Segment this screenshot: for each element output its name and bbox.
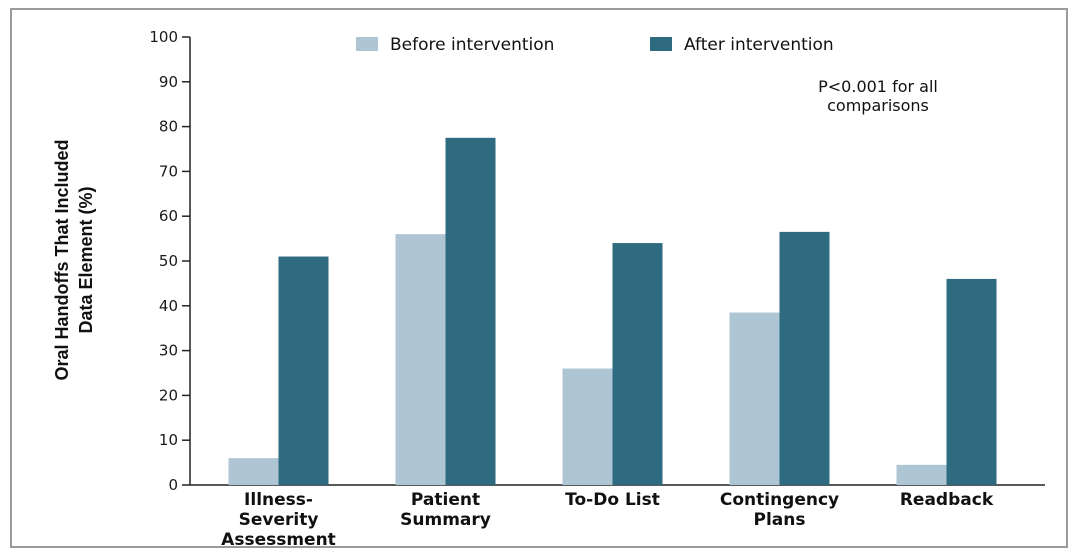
bars (228, 137, 997, 486)
y-axis-label-line-1: Oral Handoffs That Included (52, 139, 72, 380)
bar-before-1 (395, 234, 446, 485)
bar-before-4 (896, 464, 947, 485)
x-category-label: Patient (411, 490, 480, 510)
x-category-label: To-Do List (565, 490, 660, 510)
x-category-label: Plans (754, 510, 806, 530)
y-tick-label: 50 (159, 252, 178, 270)
x-category-label: Summary (400, 510, 491, 530)
y-ticks: 0 10 20 30 40 50 60 70 80 90 100 (149, 28, 190, 494)
x-category-label: Illness- (244, 490, 313, 510)
bar-before-3 (729, 312, 780, 485)
x-category-label: Contingency (720, 490, 839, 510)
y-tick-label: 100 (149, 28, 178, 46)
y-tick-label: 20 (159, 386, 178, 404)
legend-swatch-after (650, 37, 672, 51)
x-category-label: Assessment (221, 530, 336, 550)
bar-after-3 (779, 231, 830, 485)
legend-swatch-before (356, 37, 378, 51)
x-category-label: Severity (239, 510, 319, 530)
bar-after-1 (445, 137, 496, 486)
bar-before-2 (562, 368, 613, 485)
bar-before-0 (228, 458, 279, 485)
y-axis-label: Oral Handoffs That Included Data Element… (52, 139, 96, 380)
chart-frame (10, 8, 1068, 548)
y-tick-label: 60 (159, 207, 178, 225)
y-tick-label: 80 (159, 118, 178, 136)
bar-after-2 (612, 243, 663, 485)
y-tick-label: 30 (159, 342, 178, 360)
legend-label-after: After intervention (684, 35, 834, 55)
note-line-1: P<0.001 for all (818, 77, 938, 96)
y-tick-label: 70 (159, 162, 178, 180)
y-axis-label-line-2: Data Element (%) (76, 186, 96, 333)
x-category-label: Readback (900, 490, 994, 510)
bar-after-4 (946, 278, 997, 485)
y-tick-label: 10 (159, 431, 178, 449)
y-tick-label: 40 (159, 297, 178, 315)
y-tick-label: 0 (168, 476, 178, 494)
y-tick-label: 90 (159, 73, 178, 91)
legend-label-before: Before intervention (390, 35, 554, 55)
significance-note: P<0.001 for all comparisons (818, 77, 938, 115)
bar-after-0 (278, 256, 329, 485)
legend: Before intervention After intervention (356, 35, 834, 55)
note-line-2: comparisons (827, 96, 929, 115)
